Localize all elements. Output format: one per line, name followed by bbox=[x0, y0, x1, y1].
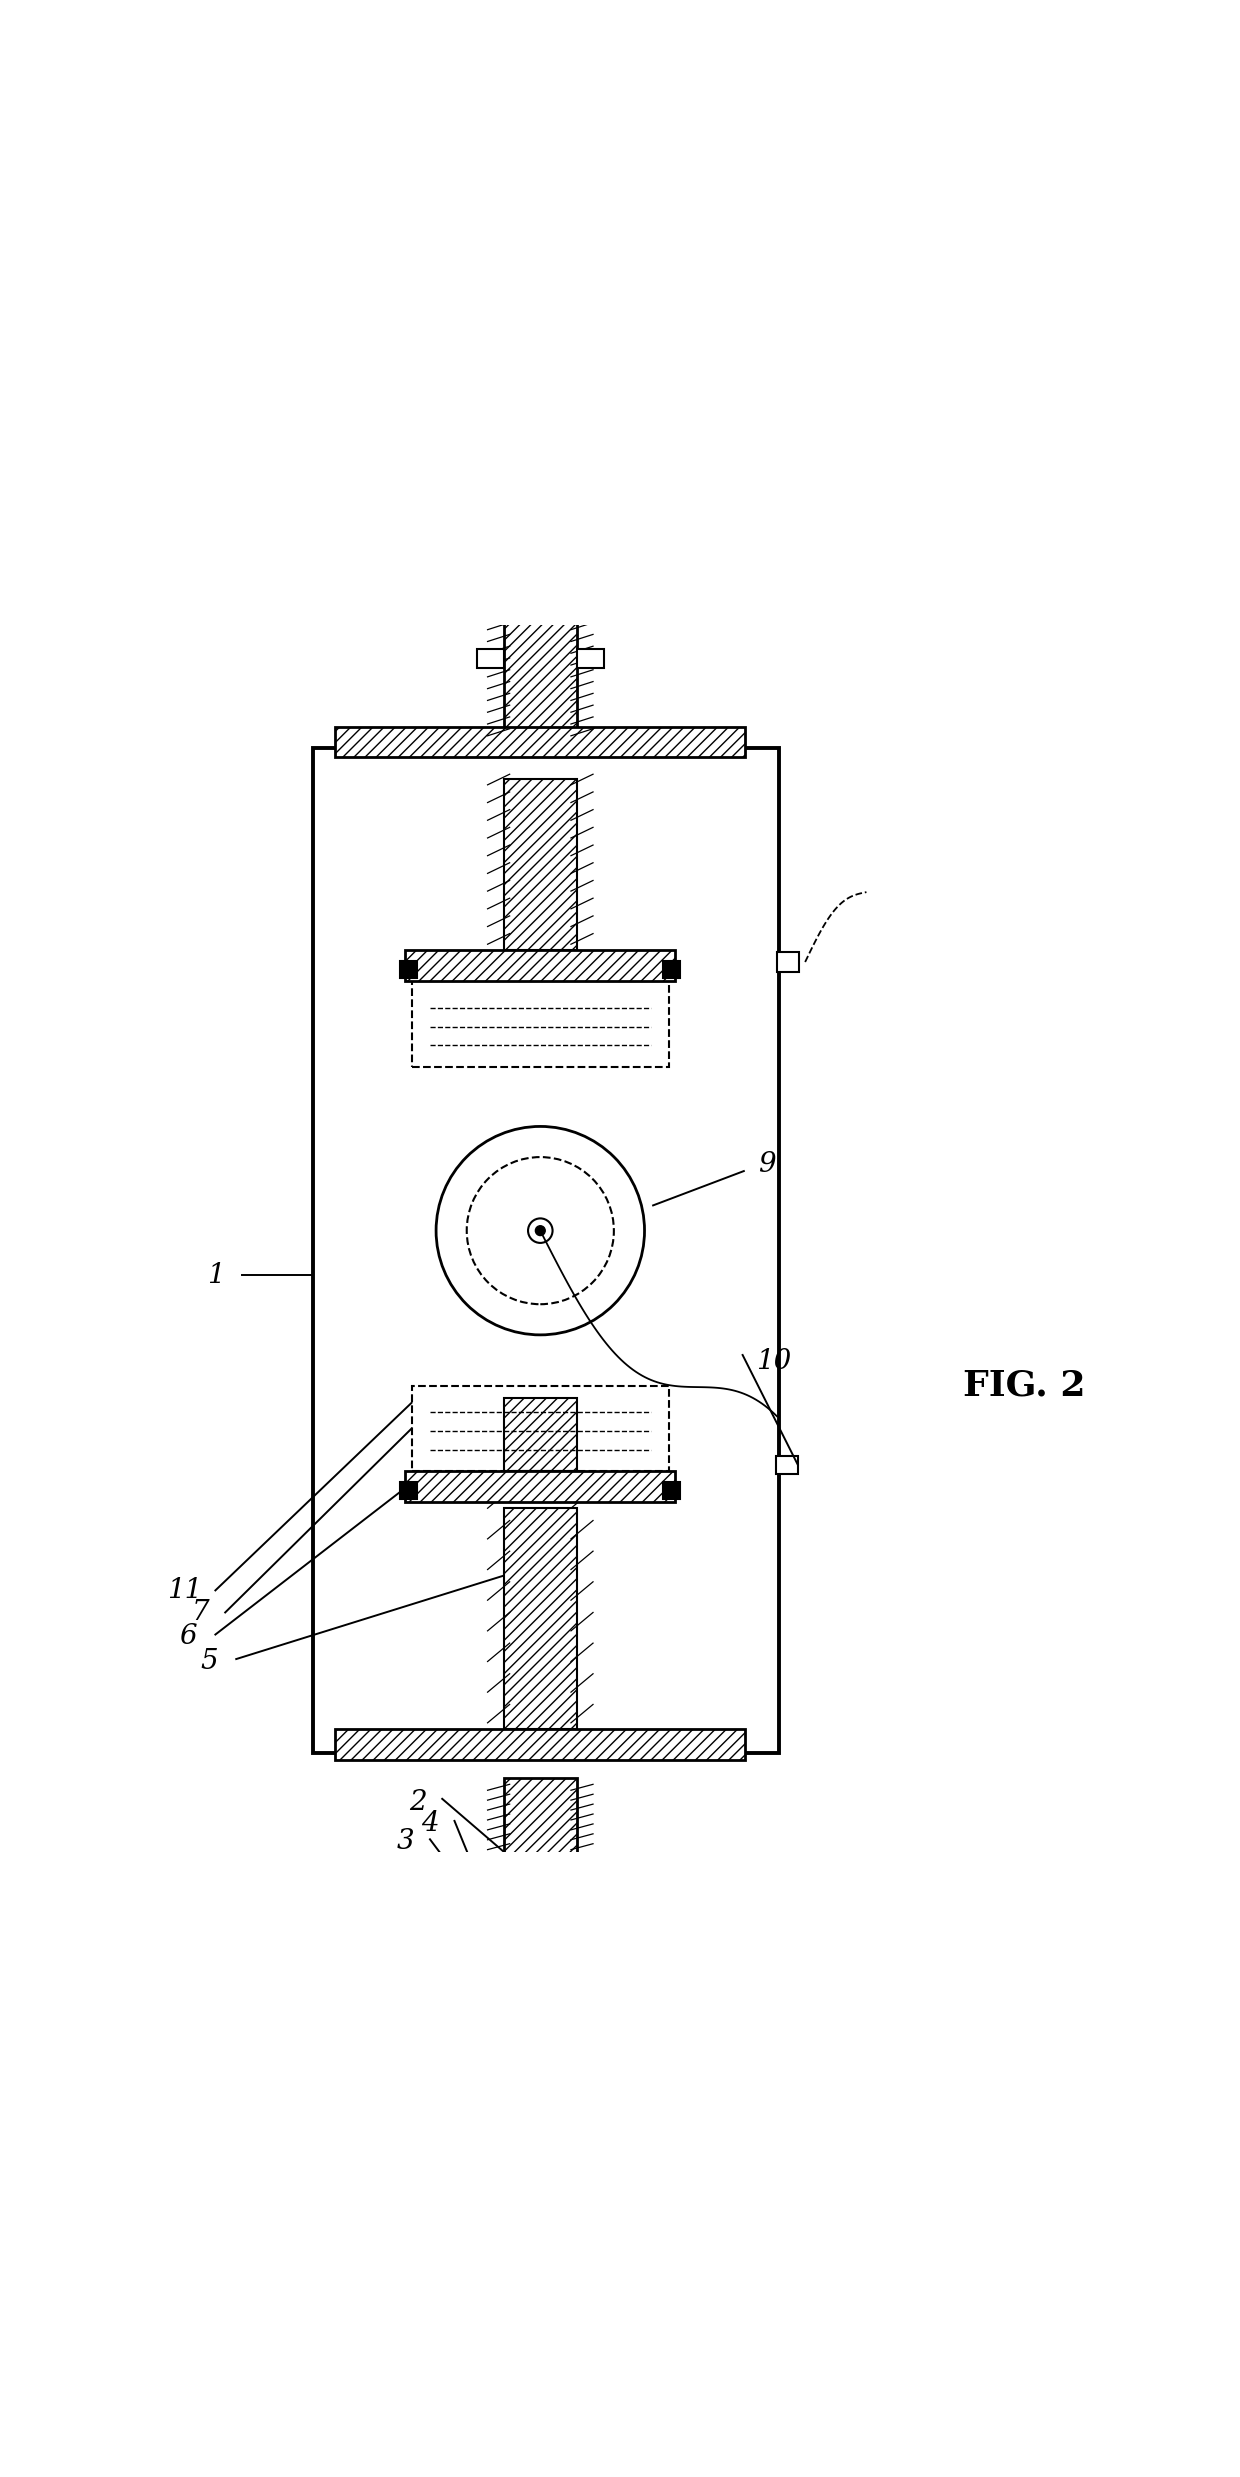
Text: 11: 11 bbox=[167, 1578, 202, 1605]
Bar bbox=[503, 1397, 577, 1471]
Text: 1: 1 bbox=[207, 1261, 224, 1288]
Bar bbox=[503, 1508, 577, 1729]
Bar bbox=[335, 726, 745, 758]
Bar bbox=[314, 748, 780, 1754]
Text: 9: 9 bbox=[759, 1152, 776, 1179]
Text: FIG. 2: FIG. 2 bbox=[963, 1370, 1086, 1402]
Bar bbox=[412, 1385, 670, 1471]
Text: 7: 7 bbox=[192, 1600, 210, 1625]
Bar bbox=[405, 1471, 675, 1501]
Text: 2: 2 bbox=[409, 1788, 427, 1816]
Bar bbox=[335, 1729, 745, 1759]
Text: 3: 3 bbox=[397, 1828, 414, 1855]
Bar bbox=[412, 981, 670, 1068]
Bar bbox=[503, 602, 577, 748]
Bar bbox=[476, 1865, 503, 1885]
Bar bbox=[663, 961, 681, 978]
Bar bbox=[401, 961, 418, 978]
Bar bbox=[503, 577, 577, 602]
Bar bbox=[405, 951, 675, 981]
Bar bbox=[401, 1481, 418, 1499]
Bar bbox=[776, 1456, 797, 1474]
Text: 6: 6 bbox=[180, 1622, 197, 1650]
Bar bbox=[503, 1778, 577, 1925]
Bar bbox=[503, 778, 577, 951]
Text: 4: 4 bbox=[422, 1811, 439, 1838]
Bar bbox=[476, 649, 503, 669]
Bar bbox=[663, 1481, 681, 1499]
Text: 10: 10 bbox=[755, 1347, 791, 1375]
Text: 5: 5 bbox=[201, 1647, 218, 1674]
Circle shape bbox=[536, 1226, 546, 1236]
Bar bbox=[777, 951, 799, 971]
Bar bbox=[577, 1865, 604, 1885]
Bar bbox=[503, 1922, 577, 1949]
Bar bbox=[577, 649, 604, 669]
